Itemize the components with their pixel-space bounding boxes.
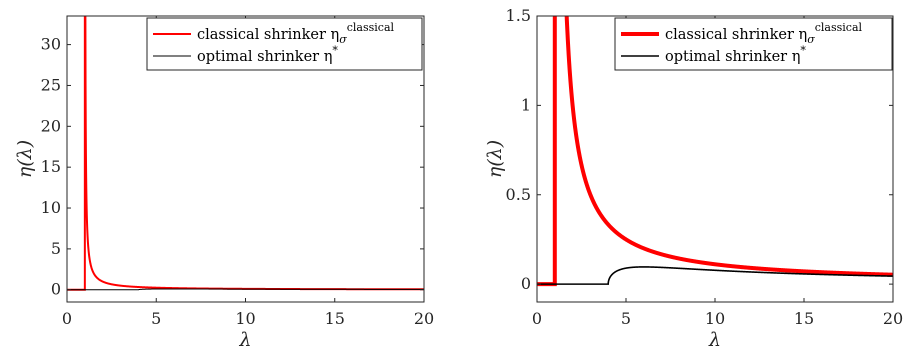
x-tick-label: 5 xyxy=(621,309,631,328)
x-tick-label: 10 xyxy=(235,309,255,328)
x-tick-label: 15 xyxy=(794,309,814,328)
legend-box xyxy=(146,17,423,71)
y-tick-label: 30 xyxy=(41,35,61,54)
x-tick-label: 5 xyxy=(151,309,161,328)
y-tick-label: 15 xyxy=(41,157,61,176)
legend-box xyxy=(614,17,893,71)
y-tick-label: 1.5 xyxy=(506,6,531,25)
legend-entry: optimal shrinker η* xyxy=(197,44,338,65)
legend-entry: optimal shrinker η* xyxy=(665,44,806,65)
y-tick-label: 5 xyxy=(51,239,61,258)
x-axis-label: λ xyxy=(238,329,251,351)
legend-entry: classical shrinker ησclassical xyxy=(197,21,394,46)
x-tick-label: 15 xyxy=(325,309,345,328)
right-chart-panel: 0 5 10 15 20 0 0.5 1 1.5 λ η(λ) classical shrinker … xyxy=(484,6,903,351)
y-axis-label: η(λ) xyxy=(484,140,506,178)
y-tick-label: 20 xyxy=(41,116,61,135)
series-line-optimal xyxy=(67,288,424,291)
series-line-optimal xyxy=(537,266,893,285)
x-tick-label: 10 xyxy=(705,309,725,328)
y-tick-label: 0.5 xyxy=(506,185,531,204)
x-tick-label: 0 xyxy=(532,309,542,328)
y-tick-label: 0 xyxy=(521,274,531,293)
y-tick-label: 25 xyxy=(41,75,61,94)
y-tick-label: 1 xyxy=(521,95,531,114)
y-axis-label: η(λ) xyxy=(14,140,36,178)
legend-entry: classical shrinker ησclassical xyxy=(665,21,862,46)
x-tick-label: 20 xyxy=(883,309,903,328)
series-line-classical xyxy=(537,16,893,287)
y-tick-label: 0 xyxy=(51,280,61,299)
left-chart-panel: 0 5 10 15 20 0 5 10 15 20 25 30 λ η(λ) classical shrin… xyxy=(14,15,434,351)
x-tick-label: 0 xyxy=(62,309,72,328)
y-tick-label: 10 xyxy=(41,198,61,217)
x-tick-label: 20 xyxy=(414,309,434,328)
x-axis-label: λ xyxy=(708,329,721,351)
